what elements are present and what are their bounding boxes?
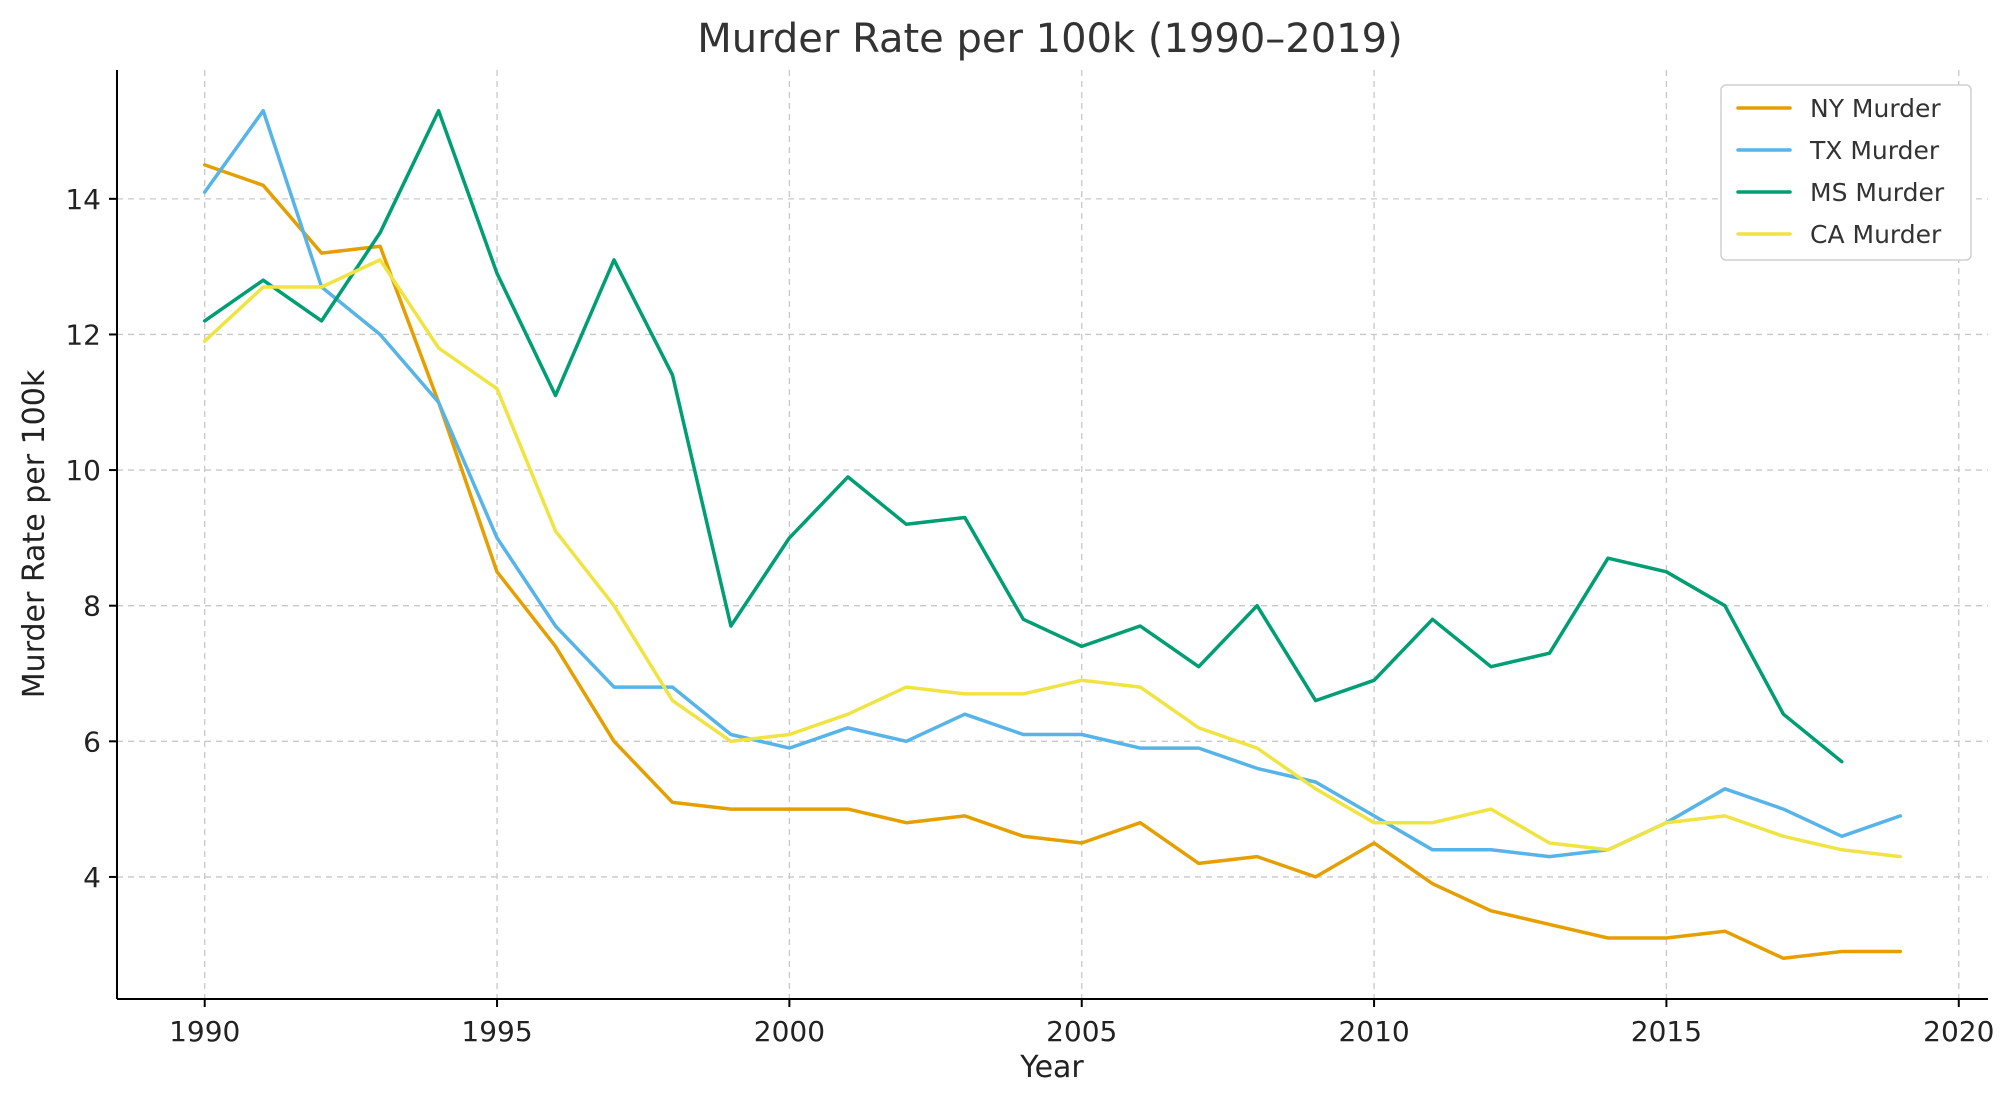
y-tick-label: 12 (65, 318, 101, 351)
legend-label-ny-murder: NY Murder (1810, 94, 1941, 123)
x-tick-label: 2000 (754, 1015, 825, 1048)
x-tick-label: 2020 (1923, 1015, 1994, 1048)
legend-label-ca-murder: CA Murder (1810, 220, 1942, 249)
x-tick-label: 2005 (1046, 1015, 1117, 1048)
x-tick-label: 2010 (1338, 1015, 1409, 1048)
chart-title: Murder Rate per 100k (1990–2019) (697, 16, 1402, 62)
y-axis-ticks: 4 6 8 10 12 14 (65, 183, 117, 894)
legend: NY Murder TX Murder MS Murder CA Murder (1720, 84, 1972, 261)
axes (116, 70, 1988, 1000)
legend-label-tx-murder: TX Murder (1809, 136, 1940, 165)
y-tick-label: 10 (65, 454, 101, 487)
legend-items: NY Murder TX Murder MS Murder CA Murder (1736, 94, 1945, 249)
series-line-ca-murder (202, 258, 1903, 859)
y-tick-label: 8 (83, 590, 101, 623)
y-tick-label: 4 (83, 861, 101, 894)
series-line-ms-murder (202, 108, 1844, 764)
y-axis-label: Murder Rate per 100k (17, 369, 52, 698)
grid-lines (117, 70, 1988, 999)
y-tick-label: 6 (83, 725, 101, 758)
x-axis-ticks: 1990 1995 2000 2005 2010 2015 2020 (169, 999, 1994, 1048)
series-line-ny-murder (202, 163, 1903, 961)
x-tick-label: 1995 (461, 1015, 532, 1048)
series-line-tx-murder (202, 108, 1903, 859)
x-axis-label: Year (1019, 1050, 1084, 1085)
legend-label-ms-murder: MS Murder (1810, 178, 1945, 207)
x-tick-label: 2015 (1631, 1015, 1702, 1048)
legend-frame (1720, 84, 1972, 261)
y-tick-label: 14 (65, 183, 101, 216)
series-lines (202, 108, 1903, 961)
x-tick-label: 1990 (169, 1015, 240, 1048)
